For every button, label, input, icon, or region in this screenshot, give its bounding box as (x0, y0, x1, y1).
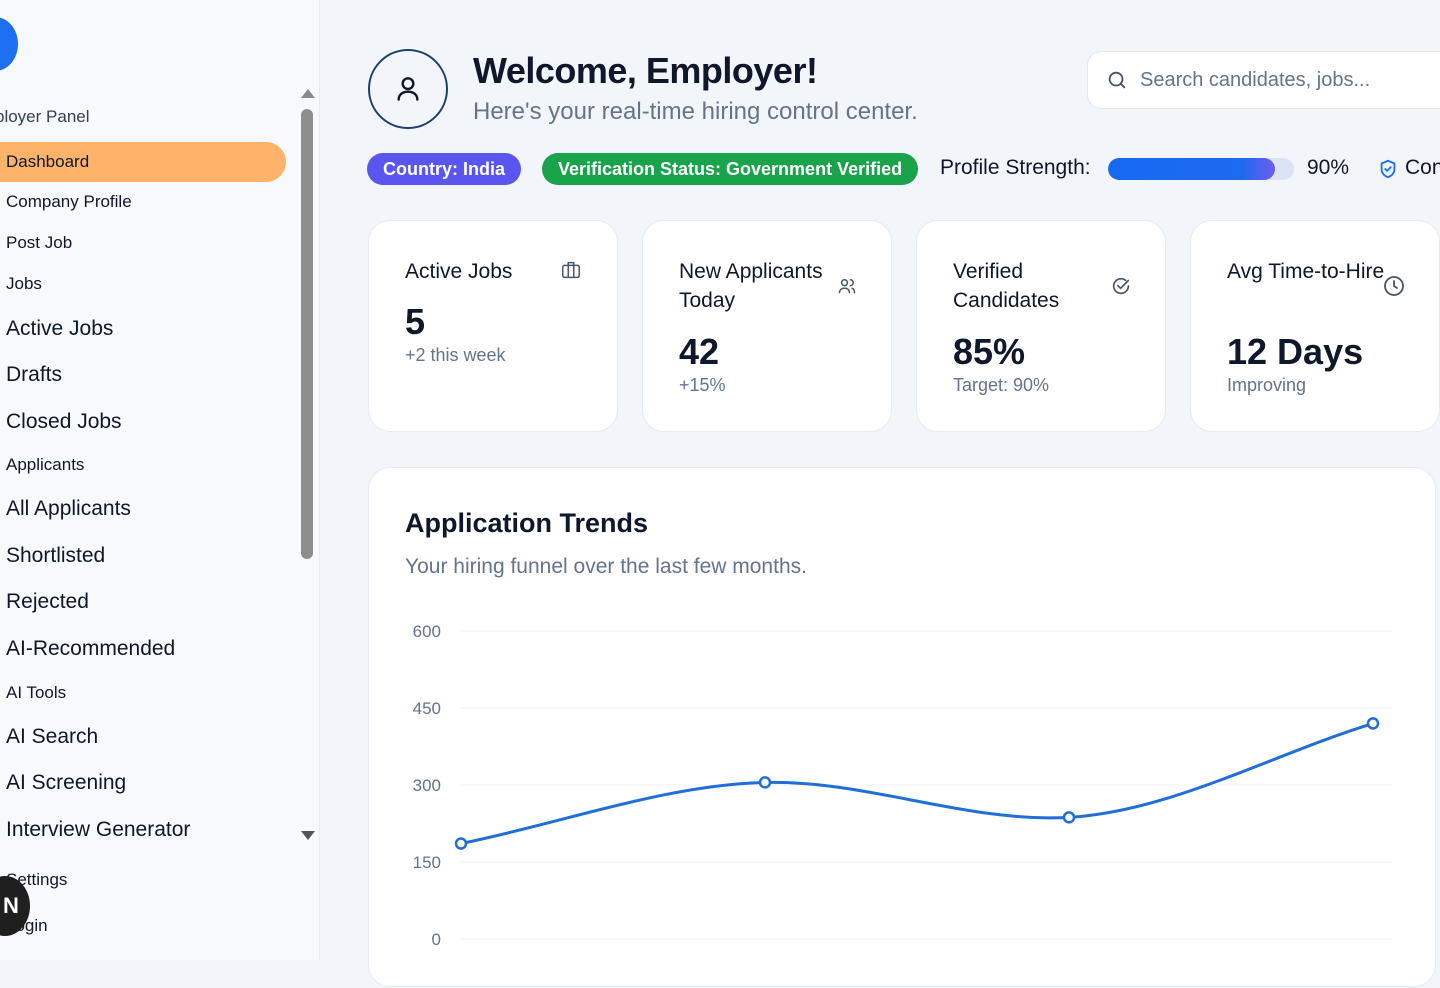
compliance-label: Con (1405, 156, 1440, 179)
sidebar-section-jobs[interactable]: Jobs (0, 264, 286, 304)
profile-strength-value: 90% (1307, 156, 1350, 179)
data-point[interactable] (1062, 811, 1076, 824)
users-icon (838, 279, 856, 294)
sidebar-item-label: Shortlisted (6, 544, 106, 567)
sidebar-item-label: AI-Recommended (6, 637, 176, 660)
sidebar-scrollbar[interactable] (299, 85, 317, 845)
stat-subtext: +15% (679, 375, 726, 395)
search-bar[interactable] (1087, 51, 1440, 109)
check-circle-icon (1112, 277, 1130, 295)
sidebar-item-label: Interview Generator (6, 818, 191, 841)
stat-value: 5 (405, 301, 426, 342)
stat-value: 42 (679, 331, 720, 372)
data-point[interactable] (454, 837, 468, 850)
profile-strength-bar (1108, 158, 1294, 180)
stat-title: Verified Candidates (953, 260, 1060, 312)
sidebar-item-ai-screening[interactable]: AI Screening (0, 763, 286, 803)
stat-title: New Applicants Today (679, 260, 823, 312)
page-title: Welcome, Employer! (473, 50, 818, 91)
sidebar-item-ai-search[interactable]: AI Search (0, 717, 286, 757)
application-trends-card: Application Trends Your hiring funnel ov… (368, 467, 1436, 987)
y-tick-label: 150 (413, 853, 441, 872)
sidebar-section-ai-tools[interactable]: AI Tools (0, 673, 286, 713)
app-logo[interactable] (0, 17, 18, 71)
sidebar-item-company-profile[interactable]: Company Profile (0, 182, 286, 222)
verification-badge: Verification Status: Government Verified (542, 153, 919, 185)
stat-card-new-applicants[interactable]: New Applicants Today 42 +15% (642, 220, 892, 432)
data-point[interactable] (758, 776, 772, 789)
sidebar-item-interview-generator[interactable]: Interview Generator (0, 810, 286, 850)
country-badge: Country: India (367, 153, 521, 185)
chart-subtitle: Your hiring funnel over the last few mon… (405, 555, 807, 578)
chart-title: Application Trends (405, 508, 649, 538)
stat-card-verified-candidates[interactable]: Verified Candidates 85% Target: 90% (916, 220, 1166, 432)
line-chart: 0 150 300 450 600 (413, 622, 1393, 949)
sidebar-item-label: Active Jobs (6, 317, 114, 340)
sidebar-item-label: Closed Jobs (6, 410, 122, 433)
sidebar-item-settings[interactable]: Settings (0, 860, 286, 900)
sidebar-item-label: Applicants (6, 455, 85, 474)
profile-strength-label: Profile Strength: (940, 156, 1091, 179)
sidebar-item-dashboard[interactable]: Dashboard (0, 142, 286, 182)
data-point[interactable] (1366, 717, 1380, 730)
search-input[interactable] (1140, 68, 1440, 92)
scroll-up-arrow-icon[interactable] (301, 89, 315, 98)
y-tick-label: 450 (413, 699, 441, 718)
sidebar-item-login[interactable]: Login (0, 906, 286, 946)
series-line (460, 721, 1374, 845)
sidebar-item-label: All Applicants (6, 497, 131, 520)
stat-card-active-jobs[interactable]: Active Jobs 5 +2 this week (368, 220, 618, 432)
sidebar-item-label: Company Profile (6, 192, 132, 211)
briefcase-icon (562, 261, 580, 279)
sidebar-item-shortlisted[interactable]: Shortlisted (0, 536, 286, 576)
stat-title: Active Jobs (405, 260, 513, 283)
y-tick-label: 300 (413, 776, 441, 795)
panel-label: ployer Panel (0, 107, 90, 126)
page-subtitle: Here's your real-time hiring control cen… (473, 98, 918, 125)
y-tick-label: 0 (432, 930, 441, 949)
clock-icon (1384, 276, 1404, 296)
sidebar-item-label: Jobs (6, 274, 42, 293)
stat-value: 12 Days (1227, 331, 1364, 372)
profile-strength-fill (1108, 158, 1276, 180)
search-icon (1108, 71, 1126, 89)
sidebar-item-all-applicants[interactable]: All Applicants (0, 489, 286, 529)
framework-badge-label: N (3, 893, 19, 918)
stat-title: Avg Time-to-Hire (1227, 260, 1385, 283)
stat-card-avg-time-to-hire[interactable]: Avg Time-to-Hire 12 Days Improving (1190, 220, 1440, 432)
sidebar-item-post-job[interactable]: Post Job (0, 223, 286, 263)
sidebar-item-drafts[interactable]: Drafts (0, 355, 286, 395)
stat-value: 85% (953, 331, 1026, 372)
sidebar-item-label: Dashboard (6, 152, 90, 171)
sidebar-item-label: AI Search (6, 725, 99, 748)
main-content: Welcome, Employer! Here's your real-time… (320, 0, 1440, 987)
sidebar-section-applicants[interactable]: Applicants (0, 445, 286, 485)
shield-check-icon (1380, 159, 1396, 179)
sidebar-item-closed-jobs[interactable]: Closed Jobs (0, 402, 286, 442)
stat-subtext: Target: 90% (953, 375, 1050, 395)
sidebar-item-label: AI Screening (6, 771, 127, 794)
sidebar-item-active-jobs[interactable]: Active Jobs (0, 309, 286, 349)
sidebar-item-ai-recommended[interactable]: AI-Recommended (0, 629, 286, 669)
stat-subtext: +2 this week (405, 345, 506, 365)
sidebar-item-rejected[interactable]: Rejected (0, 582, 286, 622)
sidebar-item-label: AI Tools (6, 683, 67, 702)
sidebar-item-label: Drafts (6, 363, 63, 386)
sidebar-item-label: Rejected (6, 590, 89, 613)
user-avatar[interactable] (368, 49, 448, 129)
y-tick-label: 600 (413, 622, 441, 641)
sidebar: ployer Panel Dashboard Company Profile P… (0, 0, 320, 960)
scroll-down-arrow-icon[interactable] (301, 831, 315, 840)
scroll-thumb[interactable] (301, 109, 313, 559)
stat-subtext: Improving (1227, 375, 1307, 395)
user-icon (397, 77, 419, 101)
sidebar-item-label: Post Job (6, 233, 73, 252)
